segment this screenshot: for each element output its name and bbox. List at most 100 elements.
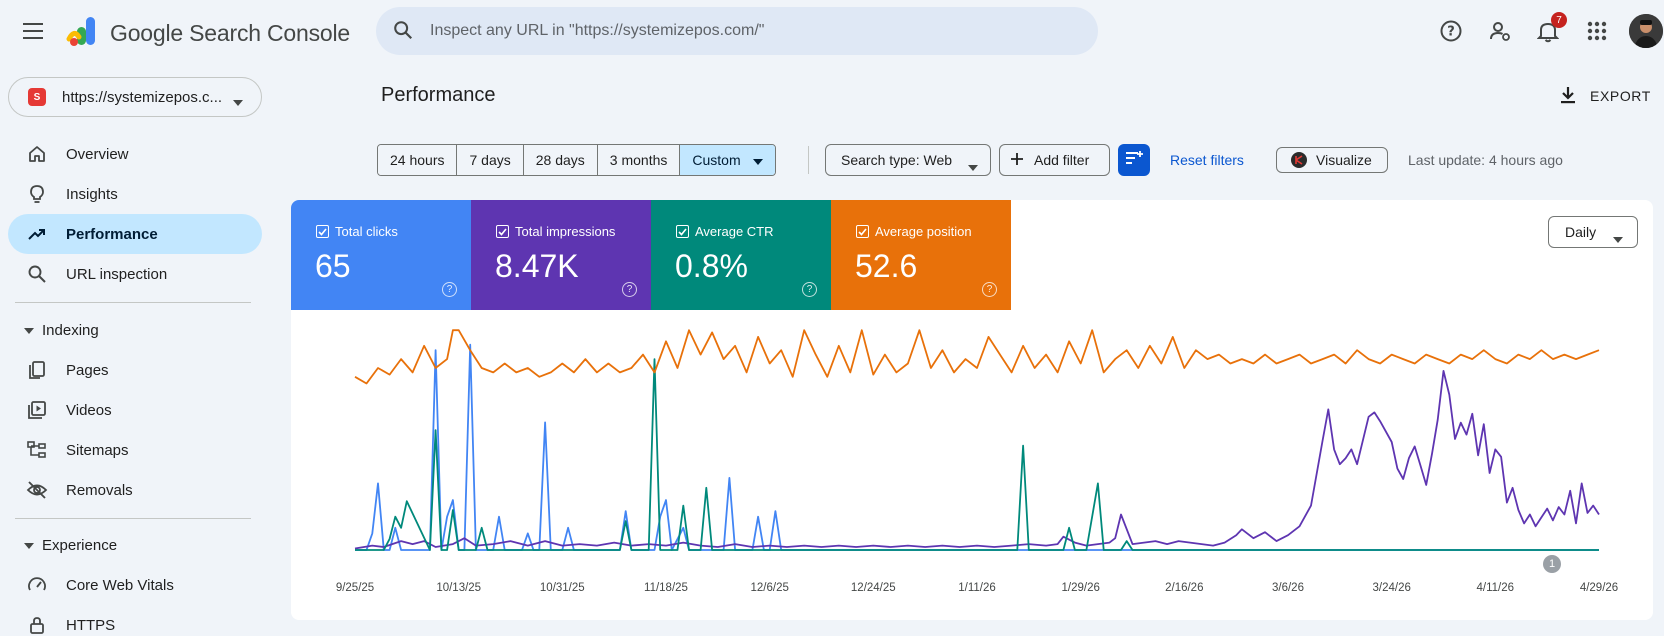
video-icon: [26, 399, 48, 421]
series-line-total-impressions: [354, 369, 1600, 550]
range-custom-label: Custom: [692, 152, 741, 168]
pages-icon: [26, 359, 48, 381]
property-label: https://systemizepos.c...: [62, 88, 223, 106]
metric-total-clicks[interactable]: Total clicks 65 ?: [291, 200, 471, 310]
apps-grid-icon[interactable]: [1583, 17, 1611, 45]
checkbox-checked-icon[interactable]: [856, 225, 869, 238]
notifications-icon[interactable]: 7: [1534, 12, 1567, 45]
sidebar-item-url-inspection[interactable]: URL inspection: [8, 254, 262, 294]
range-28-days[interactable]: 28 days: [523, 145, 598, 175]
x-tick-label: 9/25/25: [336, 582, 374, 594]
trending-up-icon: [26, 223, 48, 245]
home-icon: [26, 143, 48, 165]
metric-value: 52.6: [855, 248, 918, 284]
visibility-off-icon: [26, 479, 48, 501]
filter-divider: [808, 146, 809, 174]
sidebar-item-label: Removals: [66, 481, 133, 499]
x-tick-label: 12/6/25: [751, 582, 789, 594]
help-icon[interactable]: ?: [802, 282, 817, 297]
annotation-marker[interactable]: 1: [1543, 555, 1561, 573]
metric-value: 65: [315, 248, 351, 284]
x-tick-label: 3/24/26: [1373, 582, 1411, 594]
metric-label: Average CTR: [695, 224, 774, 239]
url-inspect-input[interactable]: [430, 22, 1050, 40]
property-selector[interactable]: S https://systemizepos.c...: [8, 77, 262, 117]
metric-average-position[interactable]: Average position 52.6 ?: [831, 200, 1011, 310]
sidebar-section-label: Experience: [42, 536, 118, 554]
x-tick-label: 3/6/26: [1272, 582, 1304, 594]
sitemap-icon: [26, 439, 48, 461]
metric-label: Total impressions: [515, 224, 616, 239]
export-button[interactable]: EXPORT: [1560, 82, 1651, 110]
sidebar-item-insights[interactable]: Insights: [8, 174, 262, 214]
sidebar-item-removals[interactable]: Removals: [8, 470, 262, 510]
property-favicon-icon: S: [28, 88, 46, 106]
avatar[interactable]: [1629, 14, 1663, 48]
sidebar-item-overview[interactable]: Overview: [8, 134, 262, 174]
search-icon: [26, 263, 48, 285]
caret-down-icon: [24, 536, 34, 554]
checkbox-checked-icon[interactable]: [496, 225, 509, 238]
metric-total-impressions[interactable]: Total impressions 8.47K ?: [471, 200, 651, 310]
range-7-days[interactable]: 7 days: [457, 145, 524, 175]
checkbox-checked-icon[interactable]: [676, 225, 689, 238]
plus-icon: [1010, 152, 1024, 169]
range-3-months[interactable]: 3 months: [597, 145, 681, 175]
reset-filters-link[interactable]: Reset filters: [1170, 152, 1244, 168]
sidebar-item-videos[interactable]: Videos: [8, 390, 262, 430]
page-title: Performance: [381, 84, 496, 106]
sidebar-divider: [15, 518, 251, 519]
download-icon: [1560, 86, 1576, 107]
visualize-button[interactable]: Visualize: [1276, 147, 1388, 173]
sidebar-item-sitemaps[interactable]: Sitemaps: [8, 430, 262, 470]
menu-icon[interactable]: [20, 17, 48, 45]
metric-label: Total clicks: [335, 224, 398, 239]
visualize-logo-icon: [1291, 152, 1307, 168]
caret-down-icon: [752, 152, 763, 168]
search-console-logo-icon[interactable]: [66, 15, 100, 49]
speed-icon: [26, 574, 48, 596]
search-icon: [392, 19, 416, 43]
sidebar-item-pages[interactable]: Pages: [8, 350, 262, 390]
add-filter-button[interactable]: Add filter: [999, 144, 1110, 176]
search-type-filter[interactable]: Search type: Web: [825, 144, 991, 176]
sidebar-divider: [15, 302, 251, 303]
last-update-text: Last update: 4 hours ago: [1408, 152, 1563, 168]
sidebar-section-experience[interactable]: Experience: [24, 533, 117, 557]
x-tick-label: 10/13/25: [436, 582, 481, 594]
caret-down-icon: [968, 158, 978, 174]
manage-users-icon[interactable]: [1486, 17, 1514, 45]
sidebar-item-label: HTTPS: [66, 616, 116, 634]
range-24-hours[interactable]: 24 hours: [378, 145, 458, 175]
lightbulb-icon: [26, 183, 48, 205]
sidebar-item-label: Overview: [66, 145, 129, 163]
sidebar-item-label: Videos: [66, 401, 112, 419]
x-tick-label: 10/31/25: [540, 582, 585, 594]
help-icon[interactable]: ?: [1437, 17, 1465, 45]
x-tick-label: 4/29/26: [1580, 582, 1618, 594]
sidebar-section-indexing[interactable]: Indexing: [24, 318, 99, 342]
metric-average-ctr[interactable]: Average CTR 0.8% ?: [651, 200, 831, 310]
url-inspect-searchbar[interactable]: [376, 7, 1098, 55]
x-tick-label: 4/11/26: [1477, 582, 1515, 594]
granularity-select[interactable]: Daily: [1548, 216, 1638, 248]
metric-value: 0.8%: [675, 248, 748, 284]
sidebar-item-label: URL inspection: [66, 265, 168, 283]
range-custom[interactable]: Custom: [680, 145, 775, 175]
sidebar-item-label: Insights: [66, 185, 118, 203]
checkbox-checked-icon[interactable]: [316, 225, 329, 238]
sidebar-item-core-web-vitals[interactable]: Core Web Vitals: [8, 565, 262, 605]
performance-chart-card: Total clicks 65 ? Total impressions 8.47…: [291, 200, 1653, 620]
sidebar-item-performance[interactable]: Performance: [8, 214, 262, 254]
help-icon[interactable]: ?: [982, 282, 997, 297]
help-icon[interactable]: ?: [622, 282, 637, 297]
x-tick-label: 12/24/25: [851, 582, 896, 594]
series-line-average-ctr: [355, 358, 1599, 551]
sidebar-section-label: Indexing: [42, 321, 99, 339]
advanced-filter-button[interactable]: [1118, 144, 1150, 176]
help-icon[interactable]: ?: [442, 282, 457, 297]
product-name: Google Search Console: [110, 20, 351, 46]
x-tick-label: 1/11/26: [958, 582, 996, 594]
top-bar: Google Search Console ? 7: [0, 0, 1664, 62]
sidebar-item-https[interactable]: HTTPS: [8, 605, 262, 636]
